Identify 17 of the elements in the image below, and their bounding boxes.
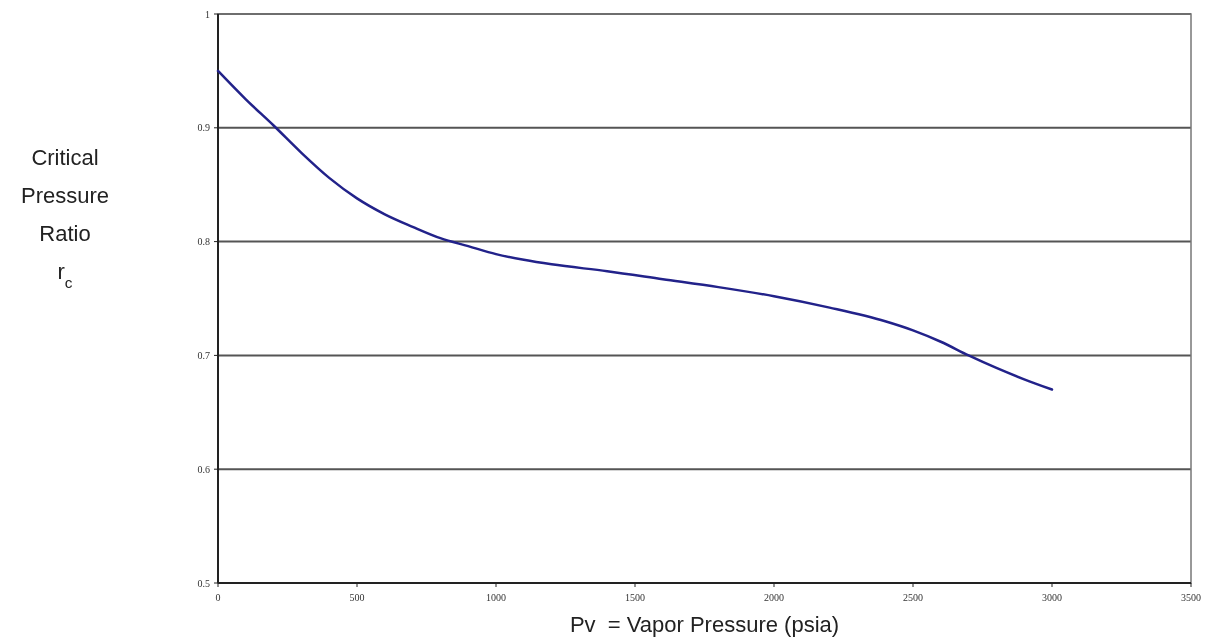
x-tick-label: 3500 (1181, 592, 1201, 603)
x-axis-title: Pv = Vapor Pressure (psia) (569, 612, 840, 637)
x-tick-label: 500 (349, 592, 365, 603)
x-tick-label: 0 (215, 592, 221, 603)
x-tick-label: 2000 (764, 592, 784, 603)
y-tick-label: 0.7 (197, 349, 210, 361)
y-tick-label: 0.8 (197, 236, 210, 248)
y-tick-label: 0.9 (197, 122, 210, 134)
y-axis-title: Critical Pressure Ratio r$_{c}$ (20, 145, 110, 291)
line-series (216, 69, 1054, 391)
x-tick-label: 1000 (486, 592, 506, 603)
x-tick-label: 2500 (903, 592, 923, 603)
x-tick-label: 3000 (1042, 592, 1062, 603)
y-tick-label: 0.6 (197, 463, 210, 475)
y-tick-label: 1 (205, 8, 210, 20)
y-tick-label: 0.5 (197, 577, 210, 589)
x-tick-label: 1500 (625, 592, 645, 603)
